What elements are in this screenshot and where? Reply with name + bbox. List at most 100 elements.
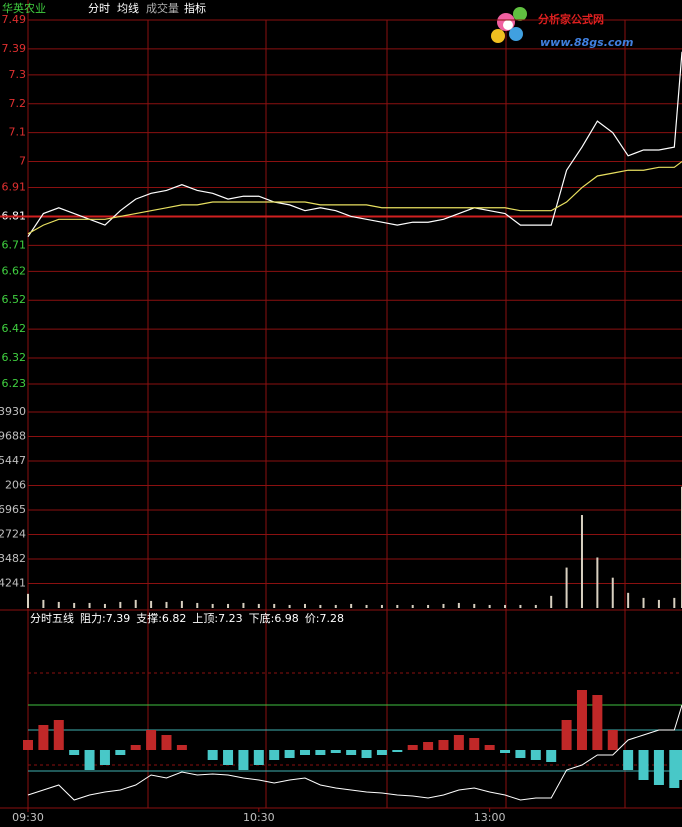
volume-bar: [427, 604, 430, 608]
y-tick-label: 5447: [0, 454, 26, 467]
indicator-bar: [38, 725, 49, 750]
price-line: [27, 51, 682, 237]
legend-entry: 上顶:7.23: [192, 612, 242, 625]
volume-bar: [88, 602, 91, 608]
indicator-bar: [23, 740, 33, 750]
indicator-bar: [330, 750, 341, 753]
indicator-bar: [576, 690, 587, 750]
indicator-bar: [515, 750, 526, 758]
y-tick-label: 4241: [0, 577, 26, 590]
indicator-bar: [130, 745, 141, 750]
y-tick-label: 7: [19, 155, 26, 168]
volume-bar: [227, 603, 230, 608]
y-tick-label: 6.32: [2, 351, 27, 364]
indicator-bar: [607, 730, 618, 750]
volume-bar: [57, 601, 60, 608]
tab[interactable]: 成交量: [146, 1, 179, 15]
indicator-bar: [638, 750, 649, 780]
logo: 分析家公式网 www.88gs.com: [491, 7, 633, 49]
volume-bar: [27, 593, 29, 608]
indicator-bar: [592, 695, 603, 750]
volume-bar: [73, 602, 76, 608]
legend-entry: 下底:6.98: [249, 611, 299, 625]
indicator-bar: [407, 745, 418, 750]
indicator-bar: [653, 750, 664, 785]
volume-bar: [334, 604, 337, 608]
volume-bar: [150, 600, 153, 608]
indicator-bar: [484, 745, 495, 750]
y-tick-label: 7.1: [9, 126, 27, 139]
indicator-bar: [423, 742, 434, 750]
indicator-bar: [677, 750, 682, 780]
y-tick-label: 6.71: [2, 238, 27, 251]
volume-bar: [596, 557, 599, 608]
volume-bar: [165, 601, 168, 608]
indicator-bar: [469, 738, 480, 750]
tab[interactable]: 分时: [88, 2, 110, 15]
indicator-bar: [299, 750, 310, 755]
indicator-bar: [546, 750, 557, 762]
volume-bar: [134, 599, 137, 608]
y-tick-label: 2724: [0, 527, 26, 540]
indicator-bar: [84, 750, 95, 770]
volume-bar: [196, 602, 199, 608]
volume-bar: [657, 599, 660, 608]
y-tick-label: 7.49: [2, 13, 27, 26]
indicator-bar: [223, 750, 234, 765]
legend-entry: 价:7.28: [305, 612, 344, 625]
volume-bar: [365, 604, 368, 608]
indicator-bar: [346, 750, 357, 755]
volume-bar: [519, 604, 522, 608]
tab[interactable]: 指标: [184, 1, 206, 15]
volume-bar: [303, 603, 306, 608]
indicator-bar: [69, 750, 80, 755]
indicator-bar: [284, 750, 295, 758]
indicator-bar: [207, 750, 218, 760]
tab[interactable]: 均线: [117, 1, 139, 15]
x-tick-label: 10:30: [243, 811, 275, 824]
volume-bar: [257, 603, 260, 608]
stock-name: 华英农业: [2, 1, 46, 15]
volume-bar: [457, 602, 460, 608]
x-tick-label: 09:30: [12, 811, 44, 824]
legend-entry: 分时五线: [30, 611, 74, 625]
indicator-bar: [530, 750, 541, 760]
indicator-bar: [161, 735, 172, 750]
indicator-bar: [269, 750, 280, 760]
volume-bar: [504, 604, 507, 608]
y-tick-label: 6965: [0, 503, 26, 516]
y-tick-label: 9688: [0, 430, 26, 443]
y-tick-label: 6.52: [2, 293, 27, 306]
indicator-bar: [99, 750, 110, 765]
volume-bar: [565, 567, 568, 608]
volume-bar: [180, 600, 183, 608]
volume-bar: [488, 604, 491, 608]
indicator-bar: [253, 750, 264, 765]
indicator-bar: [453, 735, 464, 750]
volume-bar: [242, 602, 245, 608]
y-tick-label: 7.3: [9, 68, 27, 81]
logo-name: 分析家公式网: [538, 12, 604, 26]
volume-bar: [380, 604, 383, 608]
volume-bar: [211, 603, 214, 608]
volume-bar: [319, 604, 322, 608]
indicator-bar: [146, 730, 157, 750]
legend-entry: 支撑:6.82: [136, 611, 186, 625]
volume-bar: [473, 603, 476, 608]
indicator-bar: [561, 720, 572, 750]
volume-bar: [396, 604, 399, 608]
indicator-bar: [53, 720, 64, 750]
indicator-bar: [115, 750, 126, 755]
indicator-bar: [315, 750, 326, 755]
indicator-line: [27, 704, 682, 801]
logo-url: www.88gs.com: [540, 36, 633, 49]
y-tick-label: 7.2: [9, 97, 27, 110]
y-tick-label: 3482: [0, 552, 26, 565]
indicator-bar: [376, 750, 387, 755]
indicator-bar: [669, 750, 680, 788]
indicator-bar: [392, 750, 403, 752]
volume-bar: [673, 597, 676, 608]
volume-bar: [642, 597, 645, 608]
y-tick-label: 6.42: [2, 322, 27, 335]
